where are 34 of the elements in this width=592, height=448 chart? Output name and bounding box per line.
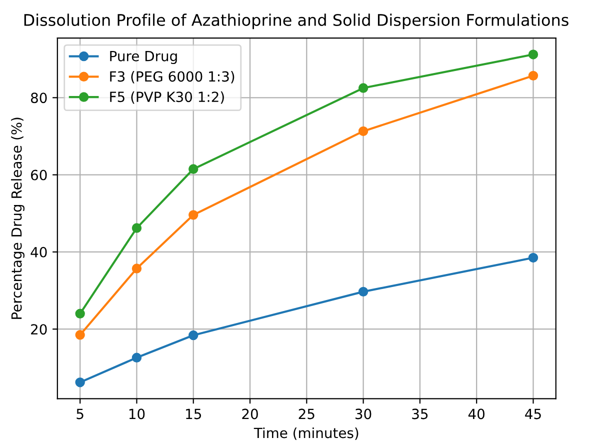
point bbox=[132, 264, 142, 274]
legend-label: Pure Drug bbox=[110, 51, 177, 64]
chart-title: Dissolution Profile of Azathioprine and Solid Dispersion Formulations bbox=[24, 14, 568, 30]
x-axis-title: Time (minutes) bbox=[254, 427, 358, 440]
point bbox=[188, 330, 198, 340]
y-tick-label: 80 bbox=[30, 92, 47, 104]
x-tick-label: 5 bbox=[76, 408, 84, 420]
x-tick-label: 30 bbox=[356, 408, 372, 420]
y-tick-label: 40 bbox=[30, 246, 47, 258]
x-tick-label: 25 bbox=[298, 408, 314, 420]
point bbox=[132, 352, 142, 363]
x-tick-label: 40 bbox=[468, 408, 484, 420]
point bbox=[188, 210, 198, 220]
x-tick-label: 15 bbox=[186, 408, 201, 420]
legend-label: F3 (PEG 6000 1:3) bbox=[110, 70, 234, 84]
y-tick-label: 20 bbox=[31, 324, 47, 335]
point bbox=[528, 70, 538, 81]
point bbox=[132, 223, 142, 233]
point bbox=[75, 308, 85, 319]
x-tick-label: 35 bbox=[412, 408, 428, 420]
point bbox=[358, 126, 368, 136]
point bbox=[75, 377, 85, 388]
point bbox=[528, 252, 538, 263]
x-tick-label: 20 bbox=[242, 408, 258, 420]
x-tick-label: 45 bbox=[525, 408, 541, 420]
legend-label: F5 (PVP K30 1:2) bbox=[110, 91, 224, 104]
point bbox=[188, 164, 198, 174]
point bbox=[358, 83, 368, 93]
x-tick-label: 10 bbox=[129, 408, 145, 420]
point bbox=[358, 286, 368, 297]
y-axis-title: Percentage Drug Release (%) bbox=[11, 118, 24, 319]
point bbox=[75, 330, 85, 340]
point bbox=[528, 50, 538, 60]
y-tick-label: 60 bbox=[31, 170, 47, 180]
